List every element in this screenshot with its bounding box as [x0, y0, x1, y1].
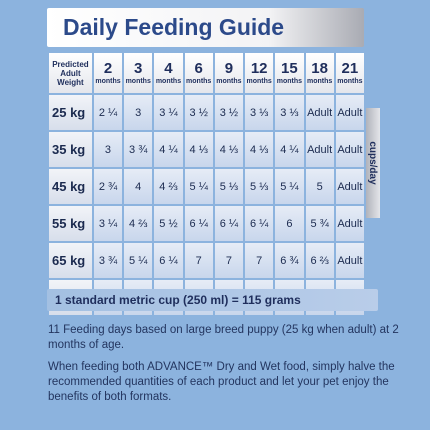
weight-cell: 35 kg	[49, 132, 92, 167]
portion-cell: 3 ¼	[154, 95, 183, 130]
portion-cell: 5 ½	[154, 206, 183, 241]
portion-cell: 4 ⅔	[154, 169, 183, 204]
portion-cell: 5 ⅓	[214, 169, 244, 204]
portion-cell: 3	[124, 95, 153, 130]
weight-header-line: Weight	[57, 77, 84, 87]
portion-cell: 6	[275, 206, 304, 241]
portion-cell: 4 ⅓	[184, 132, 213, 167]
month-number: 3	[134, 59, 143, 77]
weight-cell: 25 kg	[49, 95, 92, 130]
portion-cell: 2 ¼	[93, 95, 123, 130]
weight-cell: 65 kg	[49, 243, 92, 278]
portion-cell: 5	[305, 169, 334, 204]
portion-cell: 3 ¾	[93, 243, 123, 278]
month-column-header: 4 months	[154, 53, 183, 93]
portion-cell: 2 ¾	[93, 169, 123, 204]
month-unit: months	[95, 77, 121, 85]
month-unit: months	[306, 77, 333, 85]
weight-column-header: Predicted Adult Weight	[49, 53, 92, 93]
portion-cell: 4 ⅔	[124, 206, 153, 241]
weight-header-line: Adult	[60, 68, 81, 78]
month-column-header: 12 months	[245, 53, 274, 93]
portion-cell: 3 ⅓	[275, 95, 304, 130]
month-number: 9	[224, 59, 234, 77]
month-unit: months	[276, 77, 303, 85]
portion-cell: 4 ¼	[275, 132, 304, 167]
portion-cell: 3 ⅓	[245, 95, 274, 130]
portion-cell: 4	[124, 169, 153, 204]
month-column-header: 18 months	[305, 53, 334, 93]
weight-cell: 45 kg	[49, 169, 92, 204]
month-unit: months	[125, 77, 151, 85]
portion-cell: 5 ¼	[184, 169, 213, 204]
month-column-header: 15 months	[275, 53, 304, 93]
month-unit: months	[246, 77, 272, 85]
month-column-header: 2 months	[93, 53, 123, 93]
metric-cup-note-bar: 1 standard metric cup (250 ml) = 115 gra…	[47, 289, 378, 311]
month-unit: months	[337, 77, 363, 85]
portion-cell: 3 ¼	[93, 206, 123, 241]
portion-cell: Adult	[335, 243, 364, 278]
portion-cell: 6 ⅔	[305, 243, 334, 278]
month-column-header: 9 months	[214, 53, 244, 93]
portion-cell: 3	[93, 132, 123, 167]
portion-cell: 5 ¼	[275, 169, 304, 204]
month-unit: months	[186, 77, 212, 85]
month-column-header: 21 months	[335, 53, 364, 93]
portion-cell: 4 ⅓	[214, 132, 244, 167]
portion-cell: Adult	[335, 95, 364, 130]
wet-dry-feeding-note: When feeding both ADVANCE™ Dry and Wet f…	[48, 361, 395, 403]
portion-cell: 7	[245, 243, 274, 278]
feeding-table-container: Predicted Adult Weight 2 months 3 months 4 mo…	[47, 51, 366, 315]
weight-header-line: Predicted	[52, 59, 89, 69]
page-title: Daily Feeding Guide	[63, 14, 285, 40]
metric-cup-note: 1 standard metric cup (250 ml) = 115 gra…	[55, 293, 301, 307]
portion-cell: 3 ¾	[124, 132, 153, 167]
month-number: 12	[250, 59, 268, 77]
month-number: 4	[164, 59, 173, 77]
month-number: 15	[281, 59, 298, 77]
month-number: 18	[311, 59, 328, 77]
month-column-header: 6 months	[184, 53, 213, 93]
feeding-table: Predicted Adult Weight 2 months 3 months 4 mo…	[47, 51, 366, 317]
portion-cell: 7	[214, 243, 244, 278]
portion-cell: Adult	[335, 169, 364, 204]
portion-cell: Adult	[305, 132, 334, 167]
feeding-days-note: 11 Feeding days based on large breed pup…	[48, 324, 399, 351]
portion-cell: Adult	[305, 95, 334, 130]
title-banner: Daily Feeding Guide	[47, 8, 364, 47]
month-unit: months	[216, 77, 242, 85]
table-header-row: Predicted Adult Weight 2 months 3 months 4 mo…	[49, 53, 364, 93]
portion-cell: 3 ½	[214, 95, 244, 130]
month-number: 21	[341, 59, 359, 77]
portion-cell: 4 ¼	[154, 132, 183, 167]
month-unit: months	[155, 77, 182, 85]
portion-cell: 5 ⅓	[245, 169, 274, 204]
portion-cell: 5 ¼	[124, 243, 153, 278]
cups-per-day-tab: cups/day	[366, 108, 380, 218]
portion-cell: Adult	[335, 206, 364, 241]
portion-cell: 3 ½	[184, 95, 213, 130]
weight-cell: 55 kg	[49, 206, 92, 241]
portion-cell: 6 ¼	[184, 206, 213, 241]
portion-cell: 4 ⅓	[245, 132, 274, 167]
cups-per-day-label: cups/day	[367, 141, 378, 185]
portion-cell: 6 ¼	[154, 243, 183, 278]
portion-cell: 6 ¼	[214, 206, 244, 241]
portion-cell: 6 ¼	[245, 206, 274, 241]
month-number: 6	[194, 59, 203, 77]
portion-cell: 6 ¾	[275, 243, 304, 278]
portion-cell: 7	[184, 243, 213, 278]
portion-cell: Adult	[335, 132, 364, 167]
month-number: 2	[103, 59, 113, 77]
month-column-header: 3 months	[124, 53, 153, 93]
portion-cell: 5 ¾	[305, 206, 334, 241]
